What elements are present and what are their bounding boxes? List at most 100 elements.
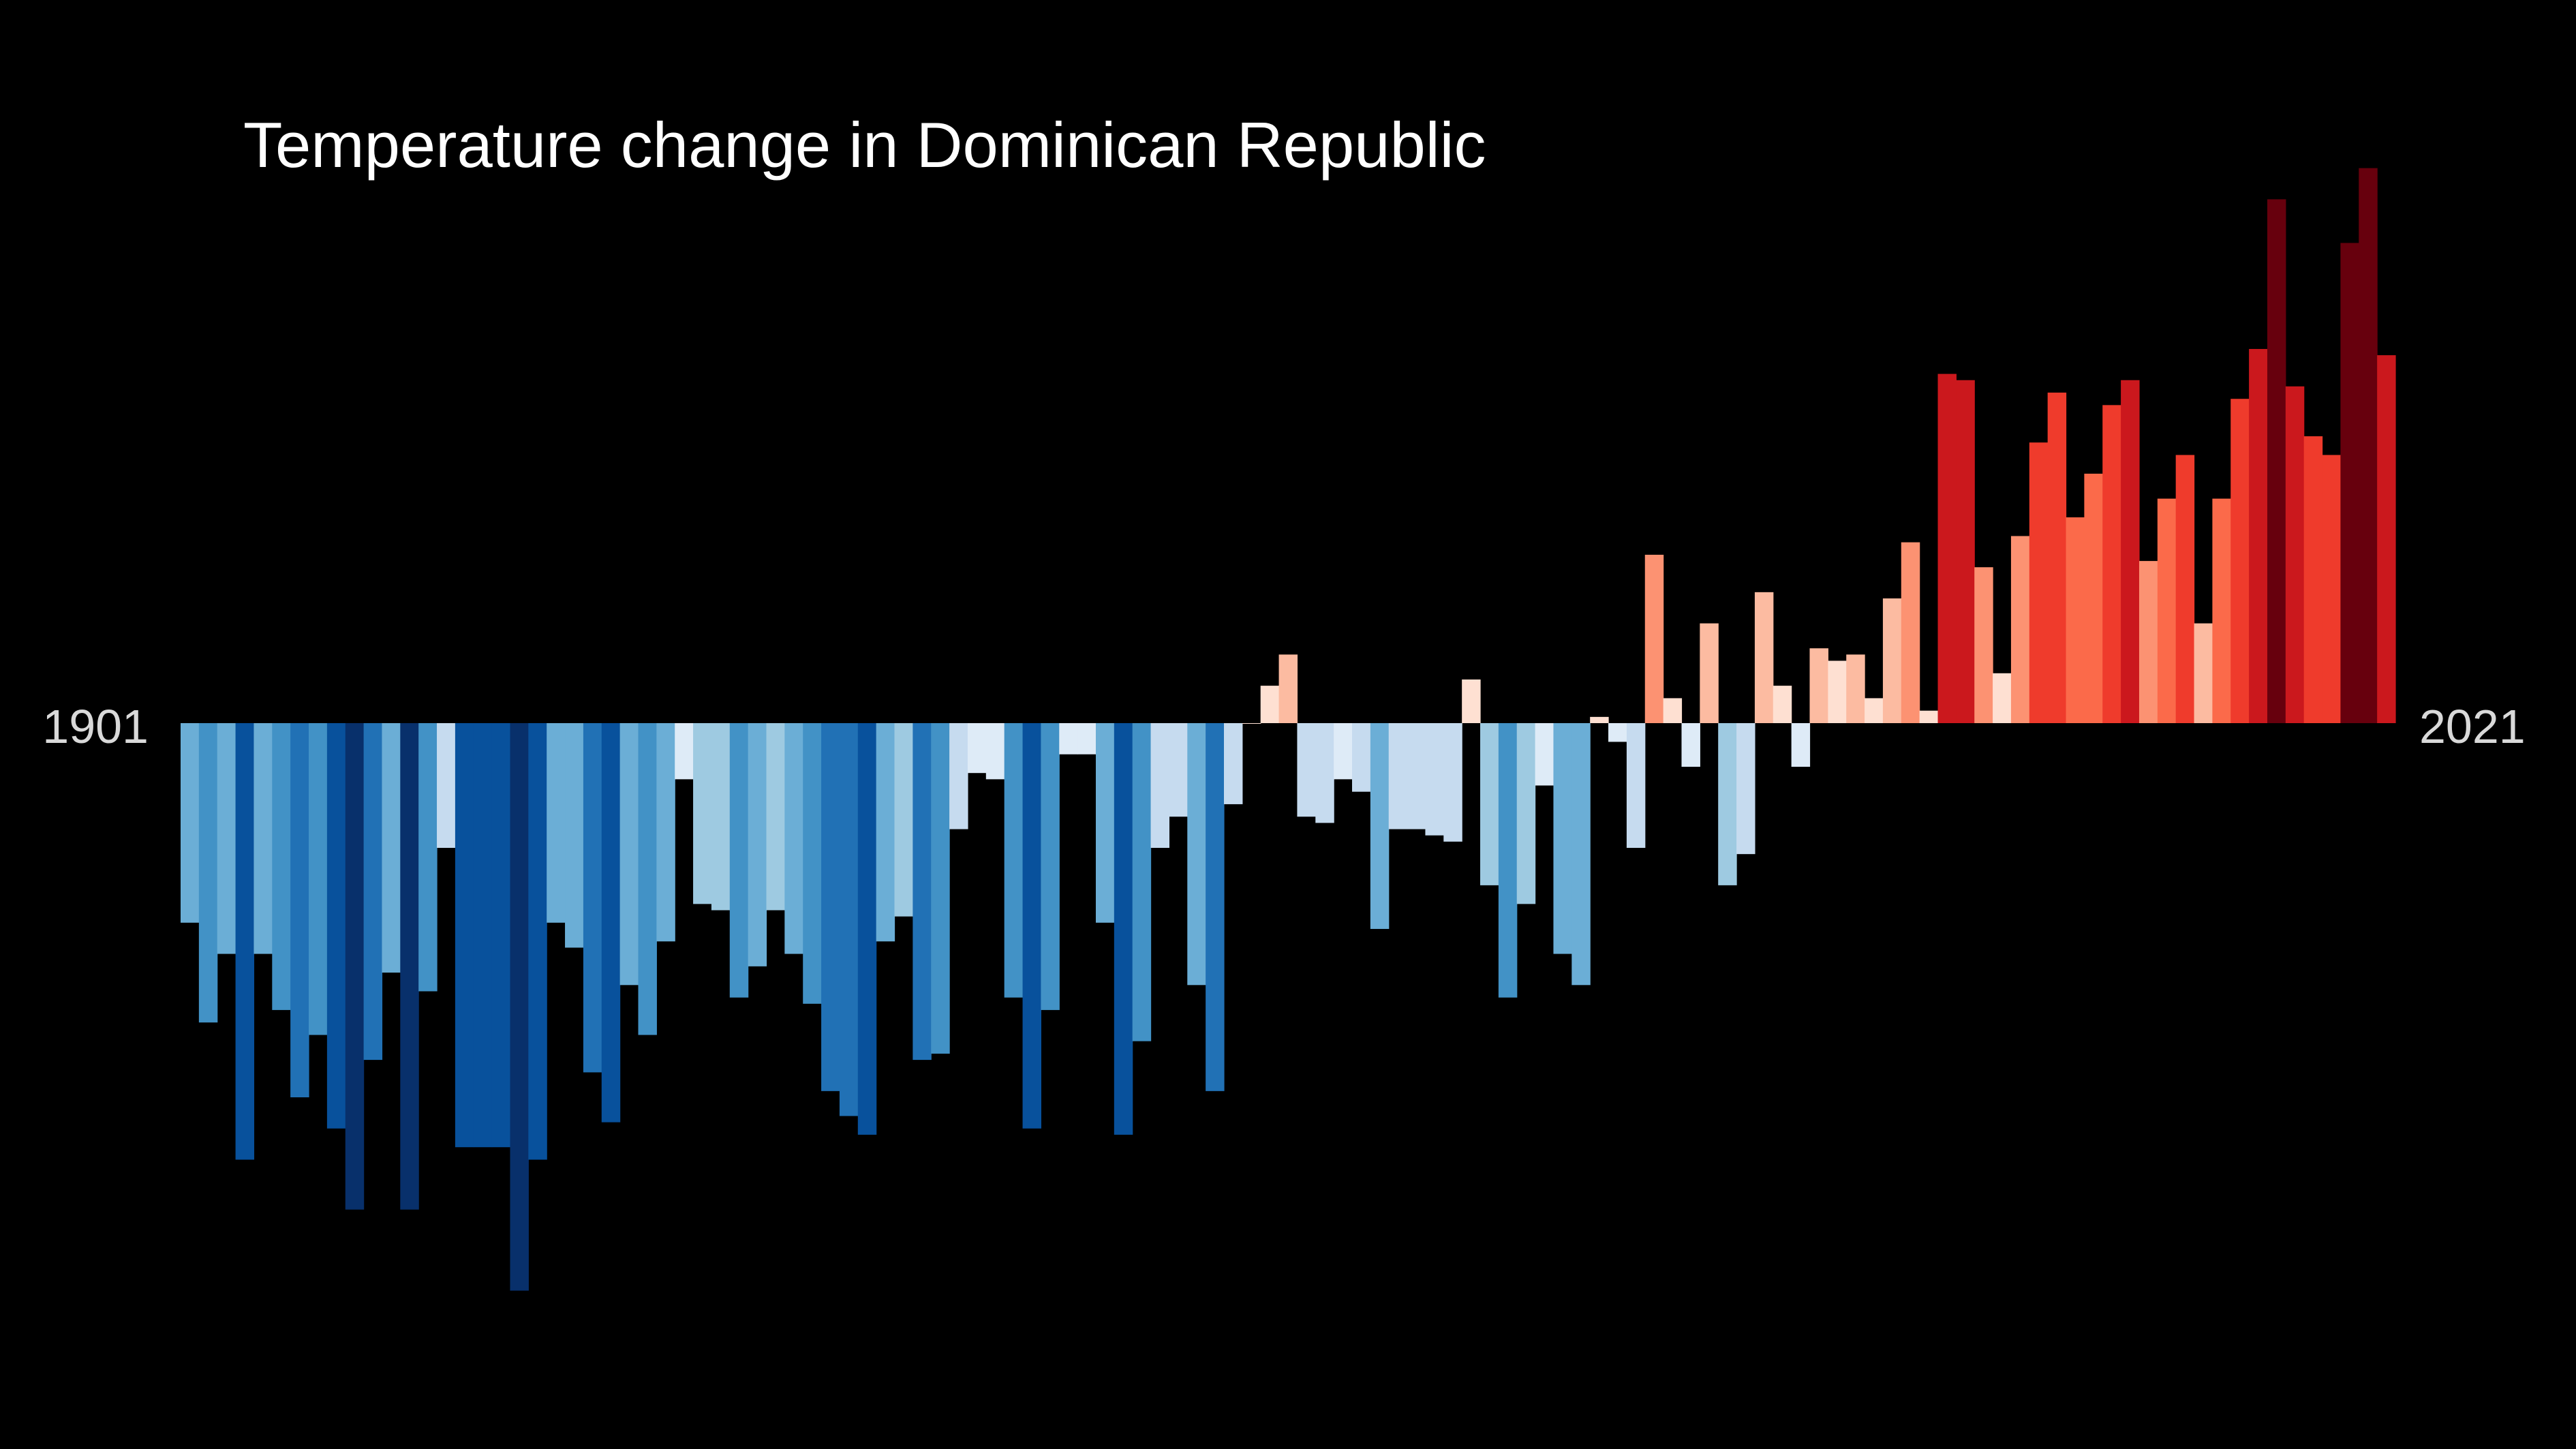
bar-1997 [1937, 373, 1957, 723]
bar-1943 [949, 723, 968, 829]
bar-1902 [198, 723, 218, 1023]
bar-1938 [857, 723, 877, 1135]
end-year-label: 2021 [2419, 700, 2526, 753]
bar-1901 [181, 723, 200, 923]
bar-1988 [1773, 686, 1792, 723]
bar-1994 [1882, 598, 1902, 723]
bar-1985 [1718, 723, 1737, 885]
bar-1975 [1535, 723, 1554, 786]
bar-2007 [2121, 380, 2140, 723]
bar-2019 [2340, 243, 2359, 723]
bar-1983 [1681, 723, 1700, 767]
bar-1947 [1022, 723, 1041, 1129]
bar-1944 [967, 723, 987, 774]
bar-1903 [217, 723, 236, 954]
bar-1927 [656, 723, 675, 942]
bar-1951 [1095, 723, 1115, 923]
bar-1925 [619, 723, 639, 986]
bar-1905 [254, 723, 273, 954]
bar-1993 [1865, 698, 1884, 723]
bar-1998 [1956, 380, 1975, 723]
bar-1922 [565, 723, 584, 948]
bar-2005 [2084, 474, 2103, 723]
bar-1914 [418, 723, 438, 992]
bar-1958 [1223, 723, 1243, 804]
bar-1996 [1919, 710, 1939, 723]
bar-1924 [601, 723, 621, 1123]
bar-2008 [2138, 561, 2158, 723]
bar-1986 [1736, 723, 1755, 855]
bar-1910 [345, 723, 365, 1210]
bar-2002 [2029, 442, 2049, 723]
bar-1941 [913, 723, 932, 1061]
bar-2014 [2249, 349, 2268, 723]
bar-2013 [2230, 399, 2250, 723]
bar-1923 [583, 723, 602, 1073]
bar-2003 [2047, 393, 2067, 723]
bar-2018 [2322, 455, 2342, 723]
bar-1933 [766, 723, 785, 911]
bar-1973 [1498, 723, 1518, 998]
bar-2000 [1993, 673, 2012, 723]
bar-1908 [309, 723, 328, 1035]
chart-title: Temperature change in Dominican Republic [243, 109, 1486, 181]
bar-1979 [1608, 723, 1627, 742]
bar-1921 [547, 723, 566, 923]
bar-1995 [1901, 542, 1920, 723]
bar-1934 [784, 723, 803, 954]
bar-1976 [1553, 723, 1572, 954]
bar-1913 [400, 723, 419, 1210]
bar-2009 [2157, 498, 2177, 723]
bar-1916 [455, 723, 474, 1148]
bar-1945 [985, 723, 1005, 780]
bar-2010 [2175, 455, 2195, 723]
bar-1963 [1315, 723, 1334, 823]
bar-1930 [711, 723, 731, 911]
bar-1950 [1077, 723, 1097, 754]
bar-1952 [1114, 723, 1133, 1135]
bar-1909 [326, 723, 346, 1129]
bar-1946 [1004, 723, 1024, 998]
bar-1953 [1132, 723, 1152, 1041]
bar-1965 [1352, 723, 1371, 792]
bar-1926 [638, 723, 657, 1035]
bar-1929 [693, 723, 712, 904]
bar-1967 [1388, 723, 1408, 829]
bar-1911 [363, 723, 383, 1061]
bar-1937 [839, 723, 859, 1116]
bar-1954 [1150, 723, 1170, 848]
bar-1964 [1334, 723, 1353, 780]
bar-1906 [272, 723, 291, 1010]
bar-1931 [729, 723, 749, 998]
bar-1961 [1278, 654, 1298, 723]
bar-2015 [2267, 199, 2286, 723]
bar-1904 [235, 723, 255, 1160]
bar-1919 [510, 723, 529, 1291]
bar-1968 [1407, 723, 1426, 829]
bar-2020 [2359, 168, 2378, 723]
bar-1936 [821, 723, 840, 1091]
bars-group [181, 168, 2396, 1291]
bar-1907 [290, 723, 309, 1097]
bar-1920 [528, 723, 547, 1160]
bar-1969 [1425, 723, 1444, 836]
bar-1972 [1480, 723, 1499, 885]
bar-2011 [2194, 623, 2213, 723]
bar-2017 [2303, 436, 2323, 723]
bar-2021 [2377, 355, 2396, 723]
bar-1928 [675, 723, 694, 780]
bar-2006 [2102, 405, 2121, 723]
bar-1987 [1754, 592, 1774, 723]
bar-2012 [2212, 498, 2231, 723]
bar-1971 [1462, 679, 1481, 723]
bar-1940 [894, 723, 913, 917]
bar-2001 [2010, 536, 2030, 723]
bar-1981 [1644, 554, 1664, 723]
bar-1978 [1590, 716, 1609, 723]
bar-1939 [876, 723, 895, 942]
start-year-label: 1901 [42, 700, 149, 753]
bar-1980 [1626, 723, 1646, 848]
bar-1970 [1443, 723, 1462, 842]
bar-1918 [491, 723, 511, 1148]
